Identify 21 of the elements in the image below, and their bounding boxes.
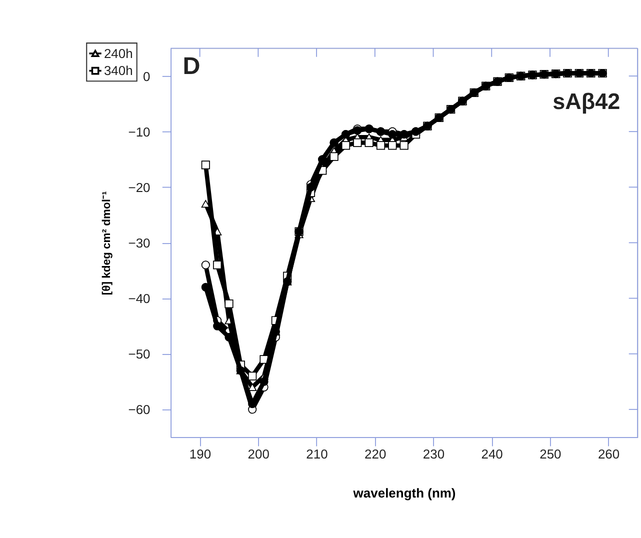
x-tick-label: 240 [481,446,503,462]
y-tick-label: −40 [128,291,150,306]
legend-label: 340h [104,63,133,78]
x-axis-title: wavelength (nm) [352,485,456,500]
y-axis-title: [θ] kdeg cm² dmol⁻¹ [101,190,114,296]
x-tick-label: 230 [422,446,445,462]
y-tick-label: −50 [128,346,150,362]
x-tick-label: 250 [540,446,562,462]
y-tick-label: 0 [143,68,150,84]
annotation: D [182,53,200,80]
x-tick-label: 260 [598,446,620,462]
y-tick-label: −30 [128,235,150,250]
y-tick-label: −60 [128,402,150,418]
x-tick-label: 220 [364,446,386,462]
y-tick-label: −10 [128,124,150,140]
annotation: sAβ42 [552,88,620,114]
y-tick-label: −20 [128,180,150,195]
x-tick-label: 190 [189,446,212,462]
x-tick-label: 210 [306,446,328,462]
x-tick-label: 200 [248,446,270,462]
legend-label: 240h [104,46,133,61]
